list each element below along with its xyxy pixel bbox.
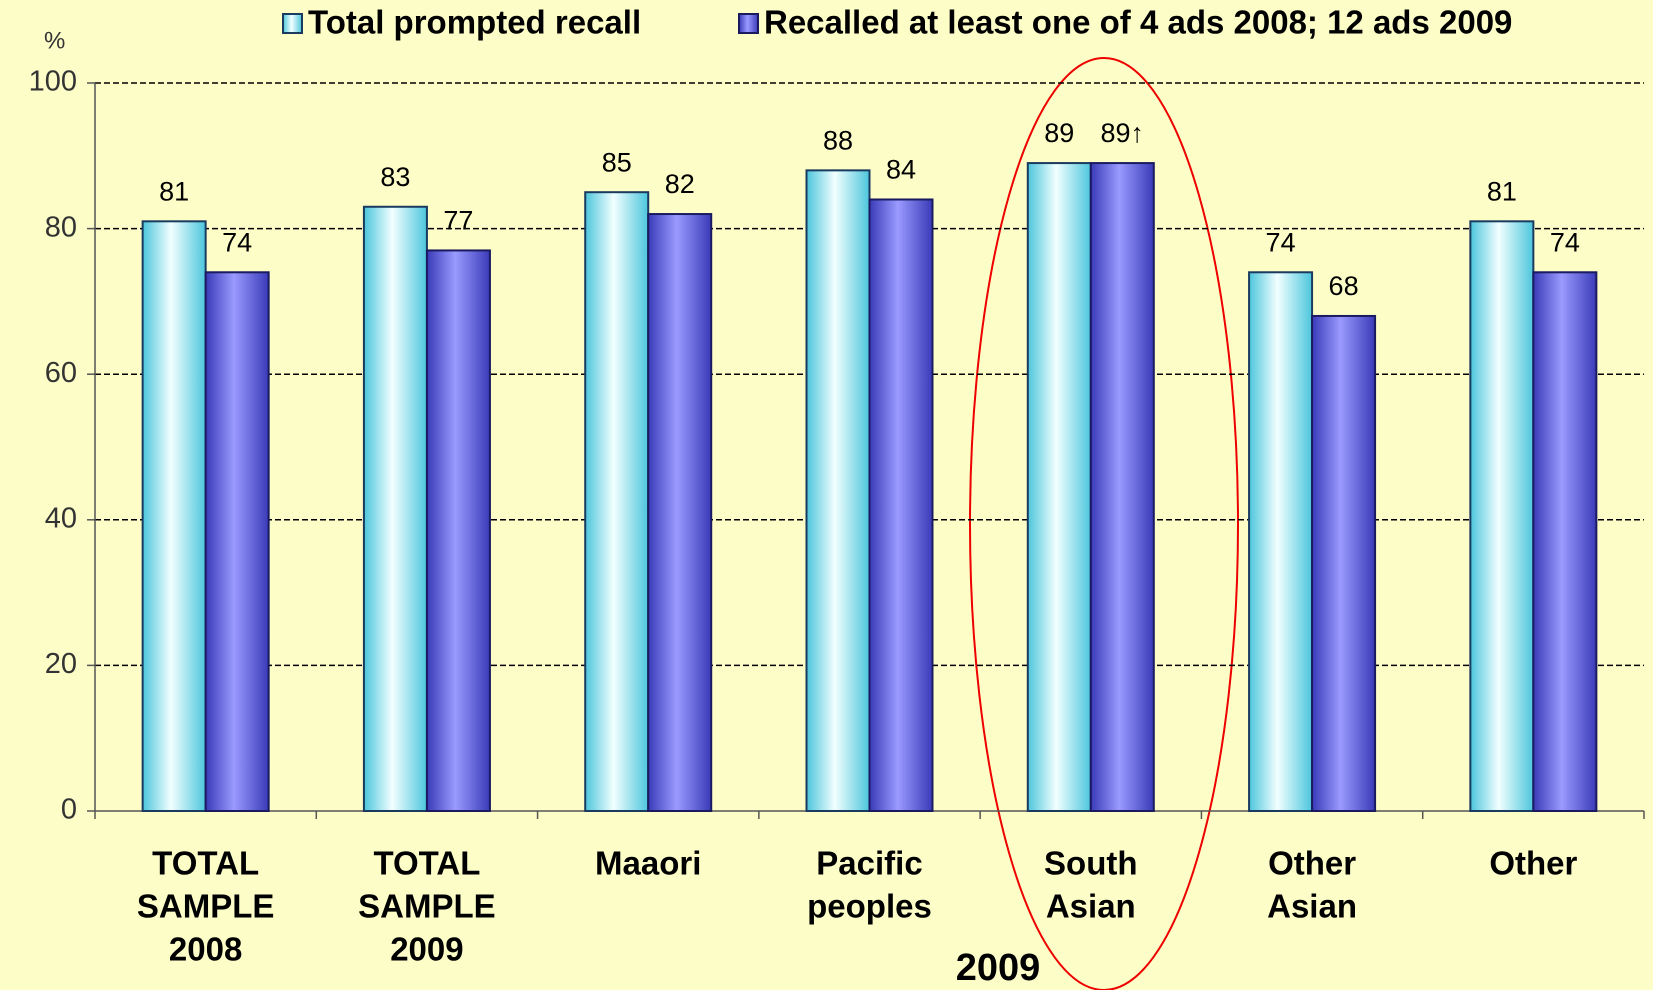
bar [805,169,871,813]
legend-swatch [282,13,303,34]
bar [204,271,270,812]
data-label: 85 [602,147,632,177]
y-tick-label: 80 [45,211,77,243]
bar [1248,271,1314,812]
legend-swatch [738,13,759,34]
data-label: 89↑ [1101,118,1145,148]
legend-label: Total prompted recall [308,4,641,41]
annotation: 2009 [956,947,1041,989]
y-tick-label: 0 [61,794,77,826]
x-tick-label: Other [1489,845,1577,882]
legend-label: Recalled at least one of 4 ads 2008; 12 … [764,4,1512,41]
x-tick-label: Asian [1267,888,1357,925]
x-tick-label: 2008 [169,931,242,968]
y-tick-label: 60 [45,357,77,389]
data-label: 88 [823,125,853,155]
x-tick-label: Pacific [816,845,922,882]
bar [362,205,428,812]
x-tick-label: SAMPLE [137,888,275,925]
data-label: 81 [1487,176,1517,206]
y-unit: % [44,27,65,54]
data-label: 74 [1550,227,1580,257]
highlight-ellipse [969,57,1239,990]
x-tick-label: 2009 [390,931,463,968]
bar [1311,314,1377,812]
x-tick-label: Other [1268,845,1356,882]
bar [1532,271,1598,812]
bar [647,213,713,813]
data-label: 83 [380,162,410,192]
bar [141,220,207,812]
x-tick-label: TOTAL [373,845,480,882]
x-tick-label: peoples [807,888,932,925]
data-label: 82 [665,169,695,199]
y-tick-label: 20 [45,648,77,680]
data-label: 74 [1266,227,1296,257]
data-label: 89 [1044,118,1074,148]
bar [868,198,934,813]
bar [584,191,650,812]
data-label: 68 [1329,271,1359,301]
bar [1469,220,1535,812]
data-label: 81 [159,176,189,206]
y-tick-label: 40 [45,502,77,534]
bar [1089,162,1155,812]
x-tick-label: SAMPLE [358,888,496,925]
x-tick-label: Maaori [595,845,701,882]
data-label: 77 [443,206,473,236]
data-label: 74 [222,227,252,257]
bar [425,249,491,812]
x-tick-label: TOTAL [152,845,259,882]
data-label: 84 [886,155,916,185]
bar [1026,162,1092,812]
x-tick-label: Asian [1046,888,1136,925]
x-tick-label: South [1044,845,1137,882]
y-tick-label: 100 [29,66,77,98]
